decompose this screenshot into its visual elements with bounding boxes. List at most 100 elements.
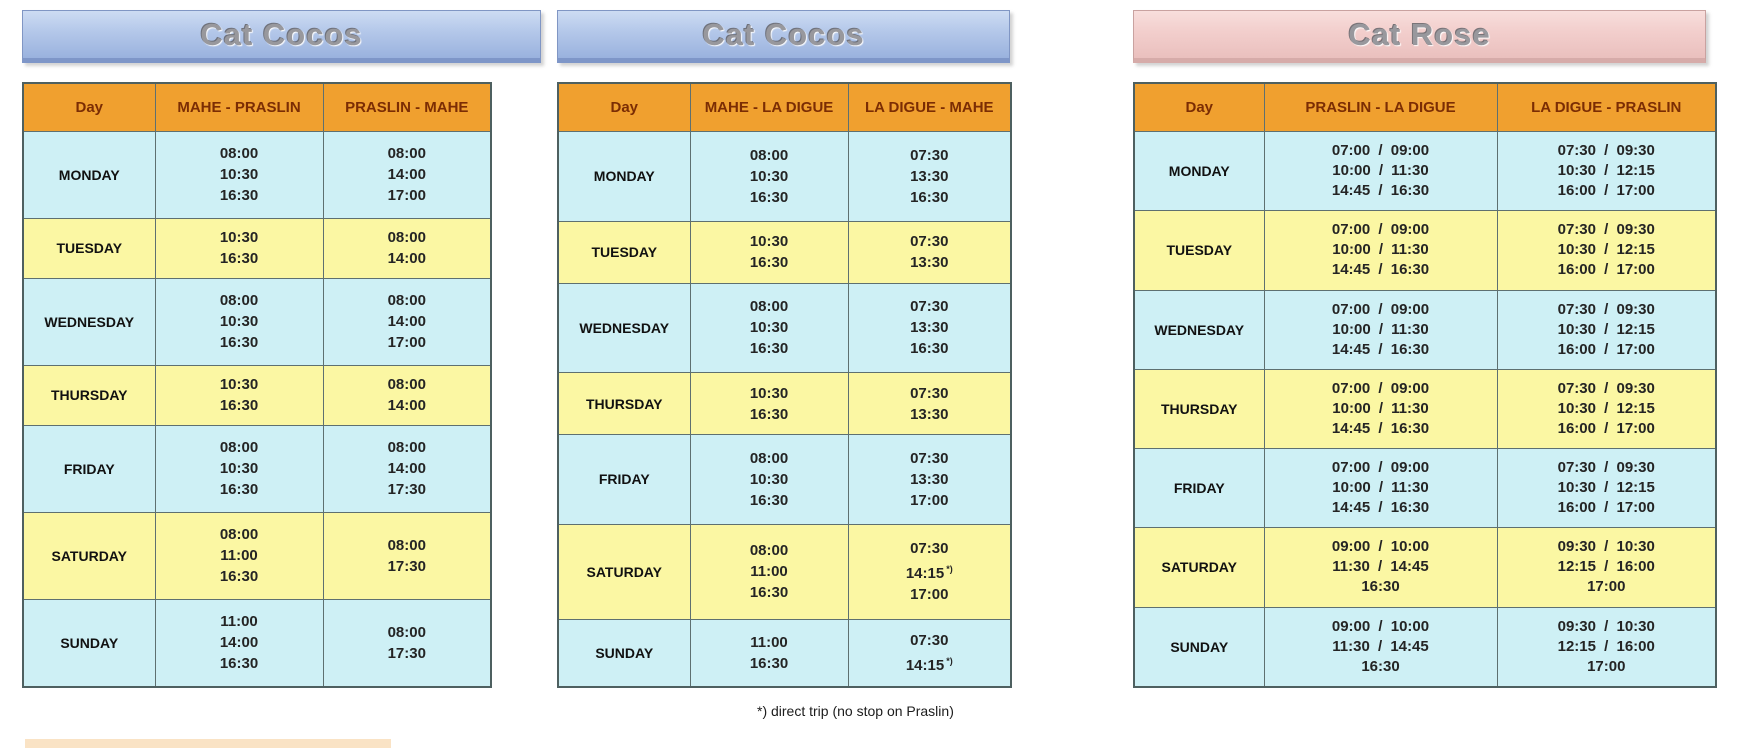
time-entry: 10:00 / 11:30 bbox=[1332, 162, 1429, 180]
day-cell: WEDNESDAY bbox=[557, 282, 691, 374]
time-entry: 10:30 / 12:15 bbox=[1557, 399, 1655, 417]
day-cell: FRIDAY bbox=[1133, 448, 1265, 529]
times-cell: 07:30 / 09:30 10:30 / 12:15 16:00 / 17:00 bbox=[1496, 448, 1717, 529]
time-entry: 12:15 / 16:00 bbox=[1557, 558, 1655, 576]
time-entry: 10:30 bbox=[219, 229, 259, 247]
times-cell: 10:30 16:30 bbox=[154, 364, 324, 427]
column-header: PRASLIN - MAHE bbox=[322, 82, 492, 132]
time-entry: 14:45 / 16:30 bbox=[1331, 419, 1430, 437]
time-entry: 10:30 / 12:15 bbox=[1557, 320, 1655, 338]
table-row: THURSDAY 10:30 16:30 07:30 13:30 bbox=[557, 372, 1012, 436]
time-entry: 14:45 / 16:30 bbox=[1331, 182, 1430, 200]
time-entry: 08:00 bbox=[387, 145, 426, 163]
times-cell: 08:00 14:00 17:30 bbox=[322, 425, 492, 513]
time-entry: 08:00 bbox=[387, 439, 426, 457]
times-cell: 08:00 14:00 bbox=[322, 217, 492, 280]
ferry-name-label: Cat Rose bbox=[1348, 16, 1491, 52]
day-cell: SATURDAY bbox=[22, 511, 156, 600]
footnote-marker: *) bbox=[946, 564, 953, 575]
day-cell: THURSDAY bbox=[1133, 368, 1265, 450]
banner-cat-cocos-praslin: Cat Cocos bbox=[22, 10, 541, 63]
day-cell: SUNDAY bbox=[22, 598, 156, 688]
time-entry: 07:30 bbox=[910, 449, 949, 467]
time-entry: 14:45 / 16:30 bbox=[1331, 261, 1430, 279]
timetable-praslin-ladigue: Day PRASLIN - LA DIGUE LA DIGUE - PRASLIN M… bbox=[1133, 82, 1717, 688]
time-entry: 16:30 bbox=[910, 340, 949, 358]
time-entry: 10:30 bbox=[749, 167, 789, 185]
time-entry: 08:00 bbox=[749, 298, 789, 316]
time-entry: 07:30 / 09:30 bbox=[1557, 300, 1655, 318]
table-row: SATURDAY 09:00 / 10:00 11:30 / 14:45 16:30 0… bbox=[1133, 527, 1717, 608]
time-entry: 16:30 bbox=[219, 655, 259, 673]
table-row: SATURDAY 08:00 11:00 16:30 07:30 14:15 *) 17:00 bbox=[557, 523, 1012, 620]
day-cell: TUESDAY bbox=[557, 220, 691, 284]
time-entry: 13:30 bbox=[910, 405, 949, 423]
table-row: WEDNESDAY 08:00 10:30 16:30 08:00 14:00 17:00 bbox=[22, 278, 492, 366]
times-cell: 08:00 11:00 16:30 bbox=[154, 511, 324, 600]
times-cell: 07:30 13:30 bbox=[847, 220, 1012, 284]
day-cell: THURSDAY bbox=[22, 364, 156, 427]
time-entry: 17:00 bbox=[1587, 657, 1626, 675]
table-row: THURSDAY 10:30 16:30 08:00 14:00 bbox=[22, 364, 492, 427]
times-cell: 08:00 10:30 16:30 bbox=[154, 131, 324, 219]
table-row: FRIDAY 08:00 10:30 16:30 07:30 13:30 17:00 bbox=[557, 434, 1012, 525]
table-row: FRIDAY 08:00 10:30 16:30 08:00 14:00 17:30 bbox=[22, 425, 492, 513]
times-cell: 11:00 14:00 16:30 bbox=[154, 598, 324, 688]
time-entry: 10:30 bbox=[219, 460, 259, 478]
table-row: SUNDAY 11:00 14:00 16:30 08:00 17:30 bbox=[22, 598, 492, 688]
banner-cat-cocos-ladigue: Cat Cocos bbox=[557, 10, 1010, 63]
time-entry: 16:30 bbox=[219, 250, 259, 268]
times-cell: 10:30 16:30 bbox=[689, 372, 849, 436]
time-entry: 07:30 bbox=[910, 540, 949, 558]
time-entry: 08:00 bbox=[219, 292, 259, 310]
time-entry: 08:00 bbox=[387, 536, 426, 554]
day-cell: SATURDAY bbox=[557, 523, 691, 620]
times-cell: 08:00 17:30 bbox=[322, 511, 492, 600]
time-entry: 17:00 bbox=[910, 586, 949, 604]
times-cell: 10:30 16:30 bbox=[689, 220, 849, 284]
time-entry: 16:30 bbox=[219, 187, 259, 205]
times-cell: 07:00 / 09:00 10:00 / 11:30 14:45 / 16:30 bbox=[1263, 210, 1498, 291]
time-entry: 11:00 bbox=[220, 613, 258, 631]
timetable-mahe-ladigue: Day MAHE - LA DIGUE LA DIGUE - MAHE MONDAY 0… bbox=[557, 82, 1012, 688]
time-entry: 17:30 bbox=[387, 557, 426, 575]
day-cell: TUESDAY bbox=[1133, 210, 1265, 291]
table-row: MONDAY 08:00 10:30 16:30 08:00 14:00 17:00 bbox=[22, 131, 492, 219]
column-header: Day bbox=[1133, 82, 1265, 132]
time-entry: 16:30 bbox=[749, 584, 789, 602]
column-header: PRASLIN - LA DIGUE bbox=[1263, 82, 1498, 132]
times-cell: 07:00 / 09:00 10:00 / 11:30 14:45 / 16:30 bbox=[1263, 368, 1498, 450]
column-header: MAHE - PRASLIN bbox=[154, 82, 324, 132]
time-entry: 14:45 / 16:30 bbox=[1331, 340, 1430, 358]
time-entry: 16:30 bbox=[219, 397, 259, 415]
times-cell: 07:30 13:30 16:30 bbox=[847, 131, 1012, 222]
footnote-marker: *) bbox=[946, 655, 953, 666]
time-entry: 11:00 bbox=[750, 633, 788, 651]
time-entry: 16:00 / 17:00 bbox=[1557, 182, 1655, 200]
time-entry: 16:00 / 17:00 bbox=[1557, 499, 1655, 517]
times-cell: 07:30 / 09:30 10:30 / 12:15 16:00 / 17:00 bbox=[1496, 130, 1717, 212]
time-entry: 07:00 / 09:00 bbox=[1331, 142, 1430, 160]
day-cell: WEDNESDAY bbox=[1133, 289, 1265, 370]
time-entry: 13:30 bbox=[910, 254, 949, 272]
time-entry: 16:30 bbox=[749, 405, 789, 423]
day-cell: WEDNESDAY bbox=[22, 278, 156, 366]
time-entry: 07:00 / 09:00 bbox=[1331, 300, 1430, 318]
time-entry: 16:30 bbox=[749, 188, 789, 206]
column-header: LA DIGUE - PRASLIN bbox=[1496, 82, 1717, 132]
time-entry: 08:00 bbox=[219, 526, 259, 544]
time-entry: 07:30 bbox=[910, 298, 949, 316]
time-entry: 08:00 bbox=[387, 623, 426, 641]
times-cell: 08:00 10:30 16:30 bbox=[154, 278, 324, 366]
times-cell: 09:30 / 10:30 12:15 / 16:00 17:00 bbox=[1496, 527, 1717, 608]
column-header: Day bbox=[22, 82, 156, 132]
time-entry: 10:30 bbox=[749, 470, 789, 488]
table-row: SATURDAY 08:00 11:00 16:30 08:00 17:30 bbox=[22, 511, 492, 600]
time-entry: 08:00 bbox=[749, 542, 789, 560]
time-entry: 07:30 / 09:30 bbox=[1557, 459, 1655, 477]
time-entry: 13:30 bbox=[910, 319, 949, 337]
time-entry: 12:15 / 16:00 bbox=[1557, 637, 1655, 655]
time-entry: 13:30 bbox=[910, 167, 949, 185]
times-cell: 09:00 / 10:00 11:30 / 14:45 16:30 bbox=[1263, 606, 1498, 688]
time-entry: 14:45 / 16:30 bbox=[1331, 499, 1430, 517]
